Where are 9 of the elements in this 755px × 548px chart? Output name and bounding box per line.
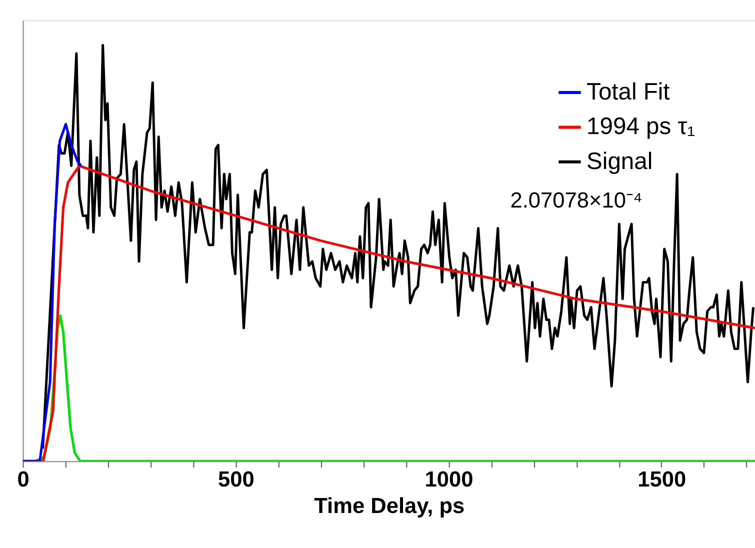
x-tick-label: 1500 <box>638 466 686 492</box>
x-tick-label: 0 <box>17 466 30 492</box>
x-tick-label: 500 <box>218 466 254 492</box>
legend-label: 1994 ps τ₁ <box>586 113 696 140</box>
x-tick-label: 1000 <box>424 466 474 492</box>
annotation: 2.07078×10⁻⁴ <box>510 187 642 212</box>
legend-label: Signal <box>586 148 653 175</box>
legend-label: Total Fit <box>586 78 670 106</box>
x-axis-title: Time Delay, ps <box>314 493 465 518</box>
